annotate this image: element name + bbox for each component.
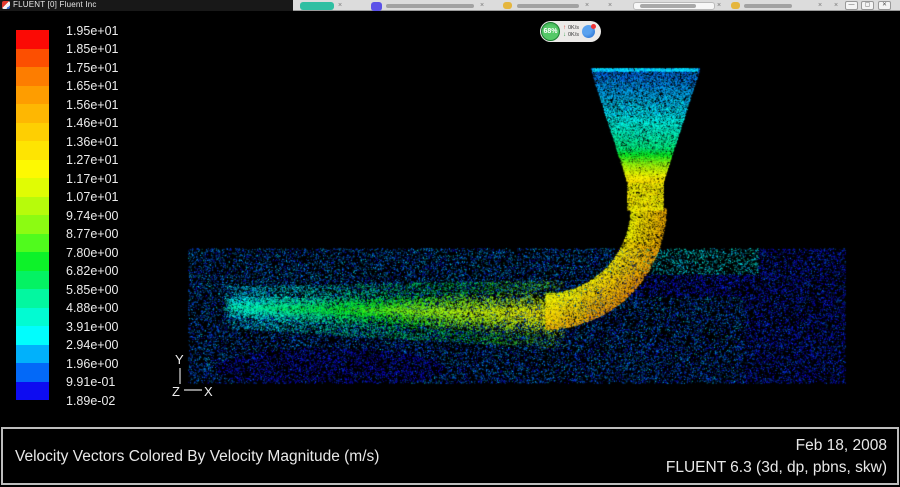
upload-speed: 0K/s [568,24,580,31]
download-arrow-icon: ↓ [563,31,566,38]
tab-favicon [371,2,382,11]
tab-close-icon[interactable]: × [585,2,590,9]
browser-launcher-icon[interactable] [582,24,597,38]
restore-button[interactable]: ▢ [861,1,874,10]
folder-tab-icon [731,2,740,9]
browser-tab[interactable] [386,4,474,8]
browser-tab[interactable] [300,2,334,10]
plot-meta: Feb 18, 2008 FLUENT 6.3 (3d, dp, pbns, s… [666,435,887,478]
tab-close-icon[interactable]: × [818,2,823,9]
upload-arrow-icon: ↑ [563,24,566,31]
tab-close-icon[interactable]: × [338,2,343,9]
browser-strip [293,0,900,11]
notification-dot [591,24,597,29]
axis-x-label: X [204,384,213,399]
title-bar: FLUENT [0] Fluent Inc × × × × × × × — ▢ … [0,0,900,11]
download-speed: 0K/s [568,31,580,38]
browser-tab[interactable] [517,4,579,8]
net-speed-readout: ↑ 0K/s ↓ 0K/s [563,25,579,39]
caption-box: Velocity Vectors Colored By Velocity Mag… [1,427,899,485]
window-title: FLUENT [0] Fluent Inc [13,0,97,9]
axis-y-label: Y [175,352,184,367]
folder-tab-icon [503,2,512,9]
fluent-app-icon [2,1,10,9]
tab-close-icon[interactable]: × [480,2,485,9]
tab-title-blob [640,4,696,8]
plot-date: Feb 18, 2008 [795,437,887,454]
minimize-button[interactable]: — [845,1,858,10]
tab-close-icon[interactable]: × [608,2,613,9]
net-speed-widget[interactable]: 68% ↑ 0K/s ↓ 0K/s [540,21,601,42]
tab-close-icon[interactable]: × [834,2,839,9]
plot-title: Velocity Vectors Colored By Velocity Mag… [15,448,380,465]
graphics-viewport[interactable] [0,0,900,427]
axis-z-label: Z [172,384,180,399]
solver-version: FLUENT 6.3 (3d, dp, pbns, skw) [665,458,887,476]
tab-close-icon[interactable]: × [717,2,722,9]
memory-percent-badge[interactable]: 68% [541,22,560,41]
browser-tab[interactable] [744,4,792,8]
close-button[interactable]: ✕ [878,1,891,10]
axis-triad: Y Z X [172,352,213,399]
